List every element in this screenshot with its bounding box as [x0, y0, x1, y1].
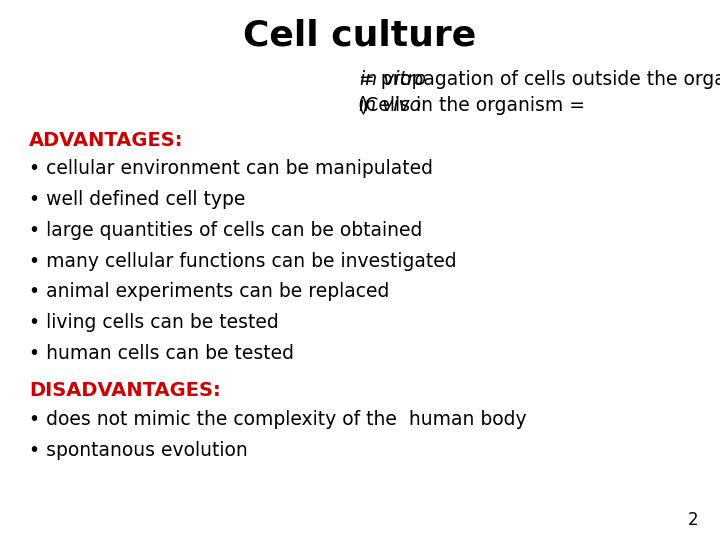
Text: • human cells can be tested: • human cells can be tested [29, 344, 294, 363]
Text: in vitro: in vitro [360, 70, 426, 89]
Text: • animal experiments can be replaced: • animal experiments can be replaced [29, 282, 390, 301]
Text: Cell culture: Cell culture [243, 19, 477, 53]
Text: ): ) [361, 96, 368, 115]
Text: • large quantities of cells can be obtained: • large quantities of cells can be obtai… [29, 221, 422, 240]
Text: 2: 2 [688, 511, 698, 529]
Text: • spontanous evolution: • spontanous evolution [29, 441, 248, 460]
Text: • cellular environment can be manipulated: • cellular environment can be manipulate… [29, 159, 433, 178]
Text: • living cells can be tested: • living cells can be tested [29, 313, 279, 332]
Text: = propagation of cells outside the organism =: = propagation of cells outside the organ… [359, 70, 720, 89]
Text: • well defined cell type: • well defined cell type [29, 190, 246, 209]
Text: • does not mimic the complexity of the  human body: • does not mimic the complexity of the h… [29, 410, 526, 429]
Text: ADVANTAGES:: ADVANTAGES: [29, 131, 184, 150]
Text: (Cells in the organism =: (Cells in the organism = [358, 96, 591, 115]
Text: • many cellular functions can be investigated: • many cellular functions can be investi… [29, 252, 456, 271]
Text: DISADVANTAGES:: DISADVANTAGES: [29, 381, 220, 400]
Text: in vivo: in vivo [359, 96, 421, 115]
